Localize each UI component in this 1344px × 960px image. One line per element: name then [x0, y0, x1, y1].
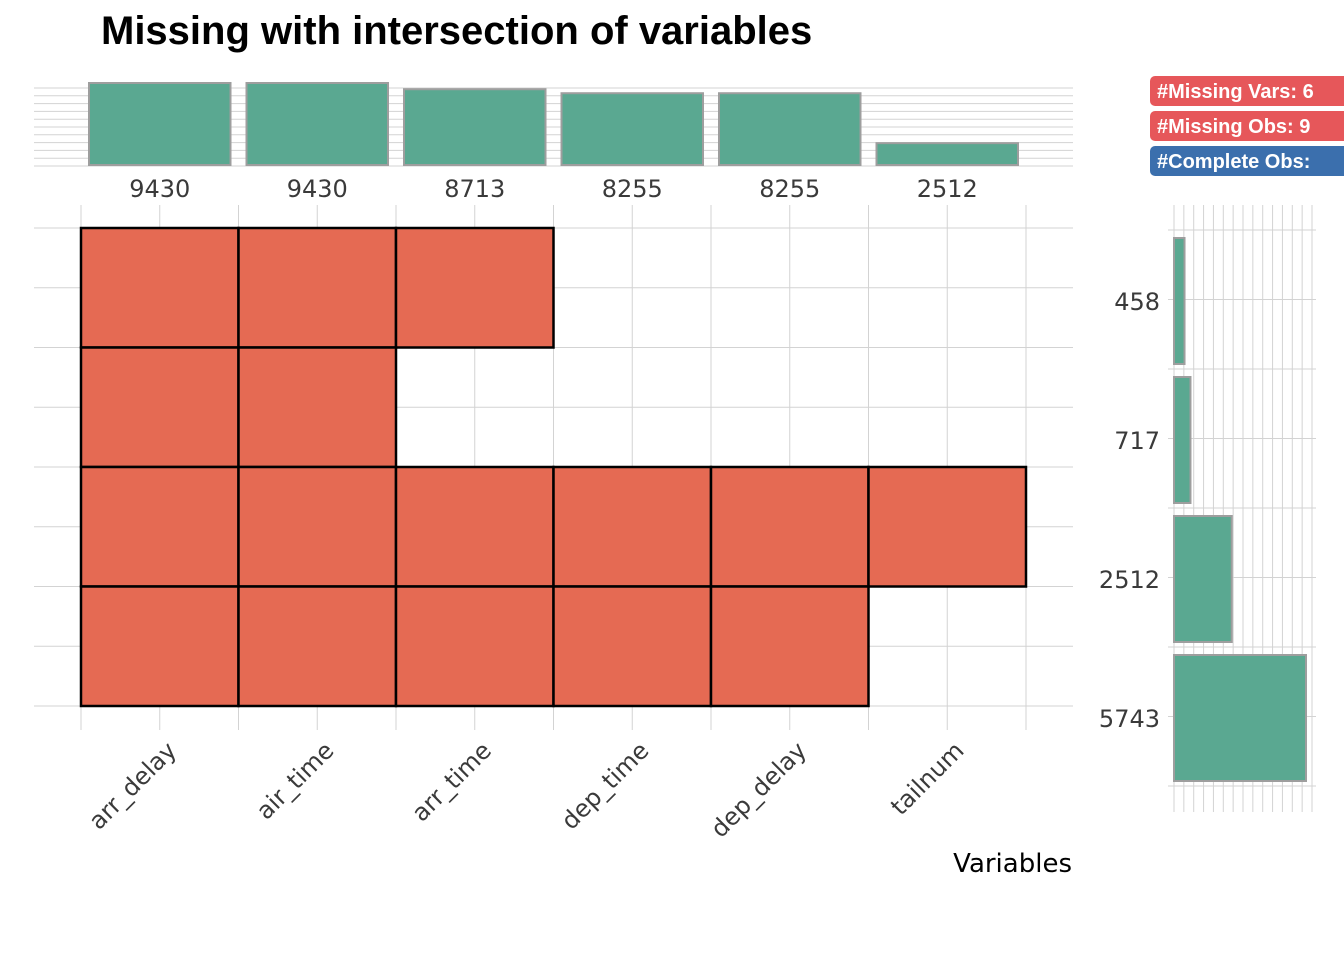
matrix-cell: [79, 226, 240, 349]
variable-missing-count: 9430: [129, 175, 190, 203]
matrix-cell: [237, 226, 398, 349]
matrix-cell: [394, 226, 555, 349]
intersection-matrix: [79, 226, 1028, 708]
x-tick-label: air_time: [251, 736, 340, 825]
intersection-count-bar: [1173, 237, 1186, 365]
matrix-cell: [867, 465, 1028, 588]
x-tick-label: dep_delay: [705, 736, 812, 843]
matrix-cell: [394, 585, 555, 708]
matrix-cell: [709, 585, 870, 708]
summary-badge: [1150, 111, 1344, 141]
variable-missing-count: 8713: [444, 175, 505, 203]
variable-missing-bar: [245, 82, 389, 166]
intersection-count-label: 5743: [1099, 705, 1160, 733]
right-bar-labels: 458 717 2512 5743: [1099, 288, 1160, 733]
variable-missing-bar: [403, 88, 547, 166]
variable-missing-bar: [88, 82, 232, 166]
summary-badge-text: #Complete Obs:: [1157, 151, 1310, 173]
x-tick-label: arr_time: [406, 736, 497, 827]
matrix-cell: [709, 465, 870, 588]
intersection-count-label: 2512: [1099, 566, 1160, 594]
matrix-cell: [552, 465, 713, 588]
x-axis-title: Variables: [953, 849, 1072, 879]
x-tick-label: dep_time: [556, 736, 655, 835]
x-tick-label: tailnum: [885, 736, 969, 820]
summary-badge-text: #Missing Obs: 9: [1157, 116, 1310, 138]
variable-missing-bar: [560, 92, 704, 166]
matrix-cell: [237, 465, 398, 588]
x-axis-ticks: arr_delay air_time arr_time dep_time dep_del…: [83, 736, 969, 843]
variable-missing-count: 9430: [287, 175, 348, 203]
intersection-count-bar: [1173, 515, 1233, 643]
intersection-count-bar: [1173, 376, 1192, 504]
matrix-cell: [394, 465, 555, 588]
top-bar-labels: 9430 9430 8713 8255 8255 2512: [129, 175, 978, 203]
variable-missing-count: 8255: [759, 175, 820, 203]
right-bars: [1173, 237, 1307, 782]
summary-badge: [1150, 76, 1344, 106]
summary-badge-text: #Missing Vars: 6: [1157, 81, 1314, 103]
variable-missing-bar: [875, 142, 1019, 167]
matrix-cell: [237, 585, 398, 708]
matrix-cell: [552, 585, 713, 708]
summary-badge: [1150, 146, 1344, 176]
summary-badges: #Missing Vars: 6 #Missing Obs: 9 #Complete…: [1150, 76, 1344, 176]
variable-missing-count: 2512: [917, 175, 978, 203]
variable-missing-count: 8255: [602, 175, 663, 203]
chart-title: Missing with intersection of variables: [101, 9, 812, 53]
variable-missing-bar: [718, 92, 862, 166]
top-bars: [88, 82, 1019, 167]
matrix-cell: [79, 346, 240, 469]
intersection-count-label: 458: [1114, 288, 1160, 316]
matrix-cell: [237, 346, 398, 469]
x-tick-label: arr_delay: [83, 736, 182, 835]
intersection-count-bar: [1173, 654, 1307, 782]
matrix-cell: [79, 585, 240, 708]
intersection-count-label: 717: [1114, 427, 1160, 455]
matrix-cell: [79, 465, 240, 588]
